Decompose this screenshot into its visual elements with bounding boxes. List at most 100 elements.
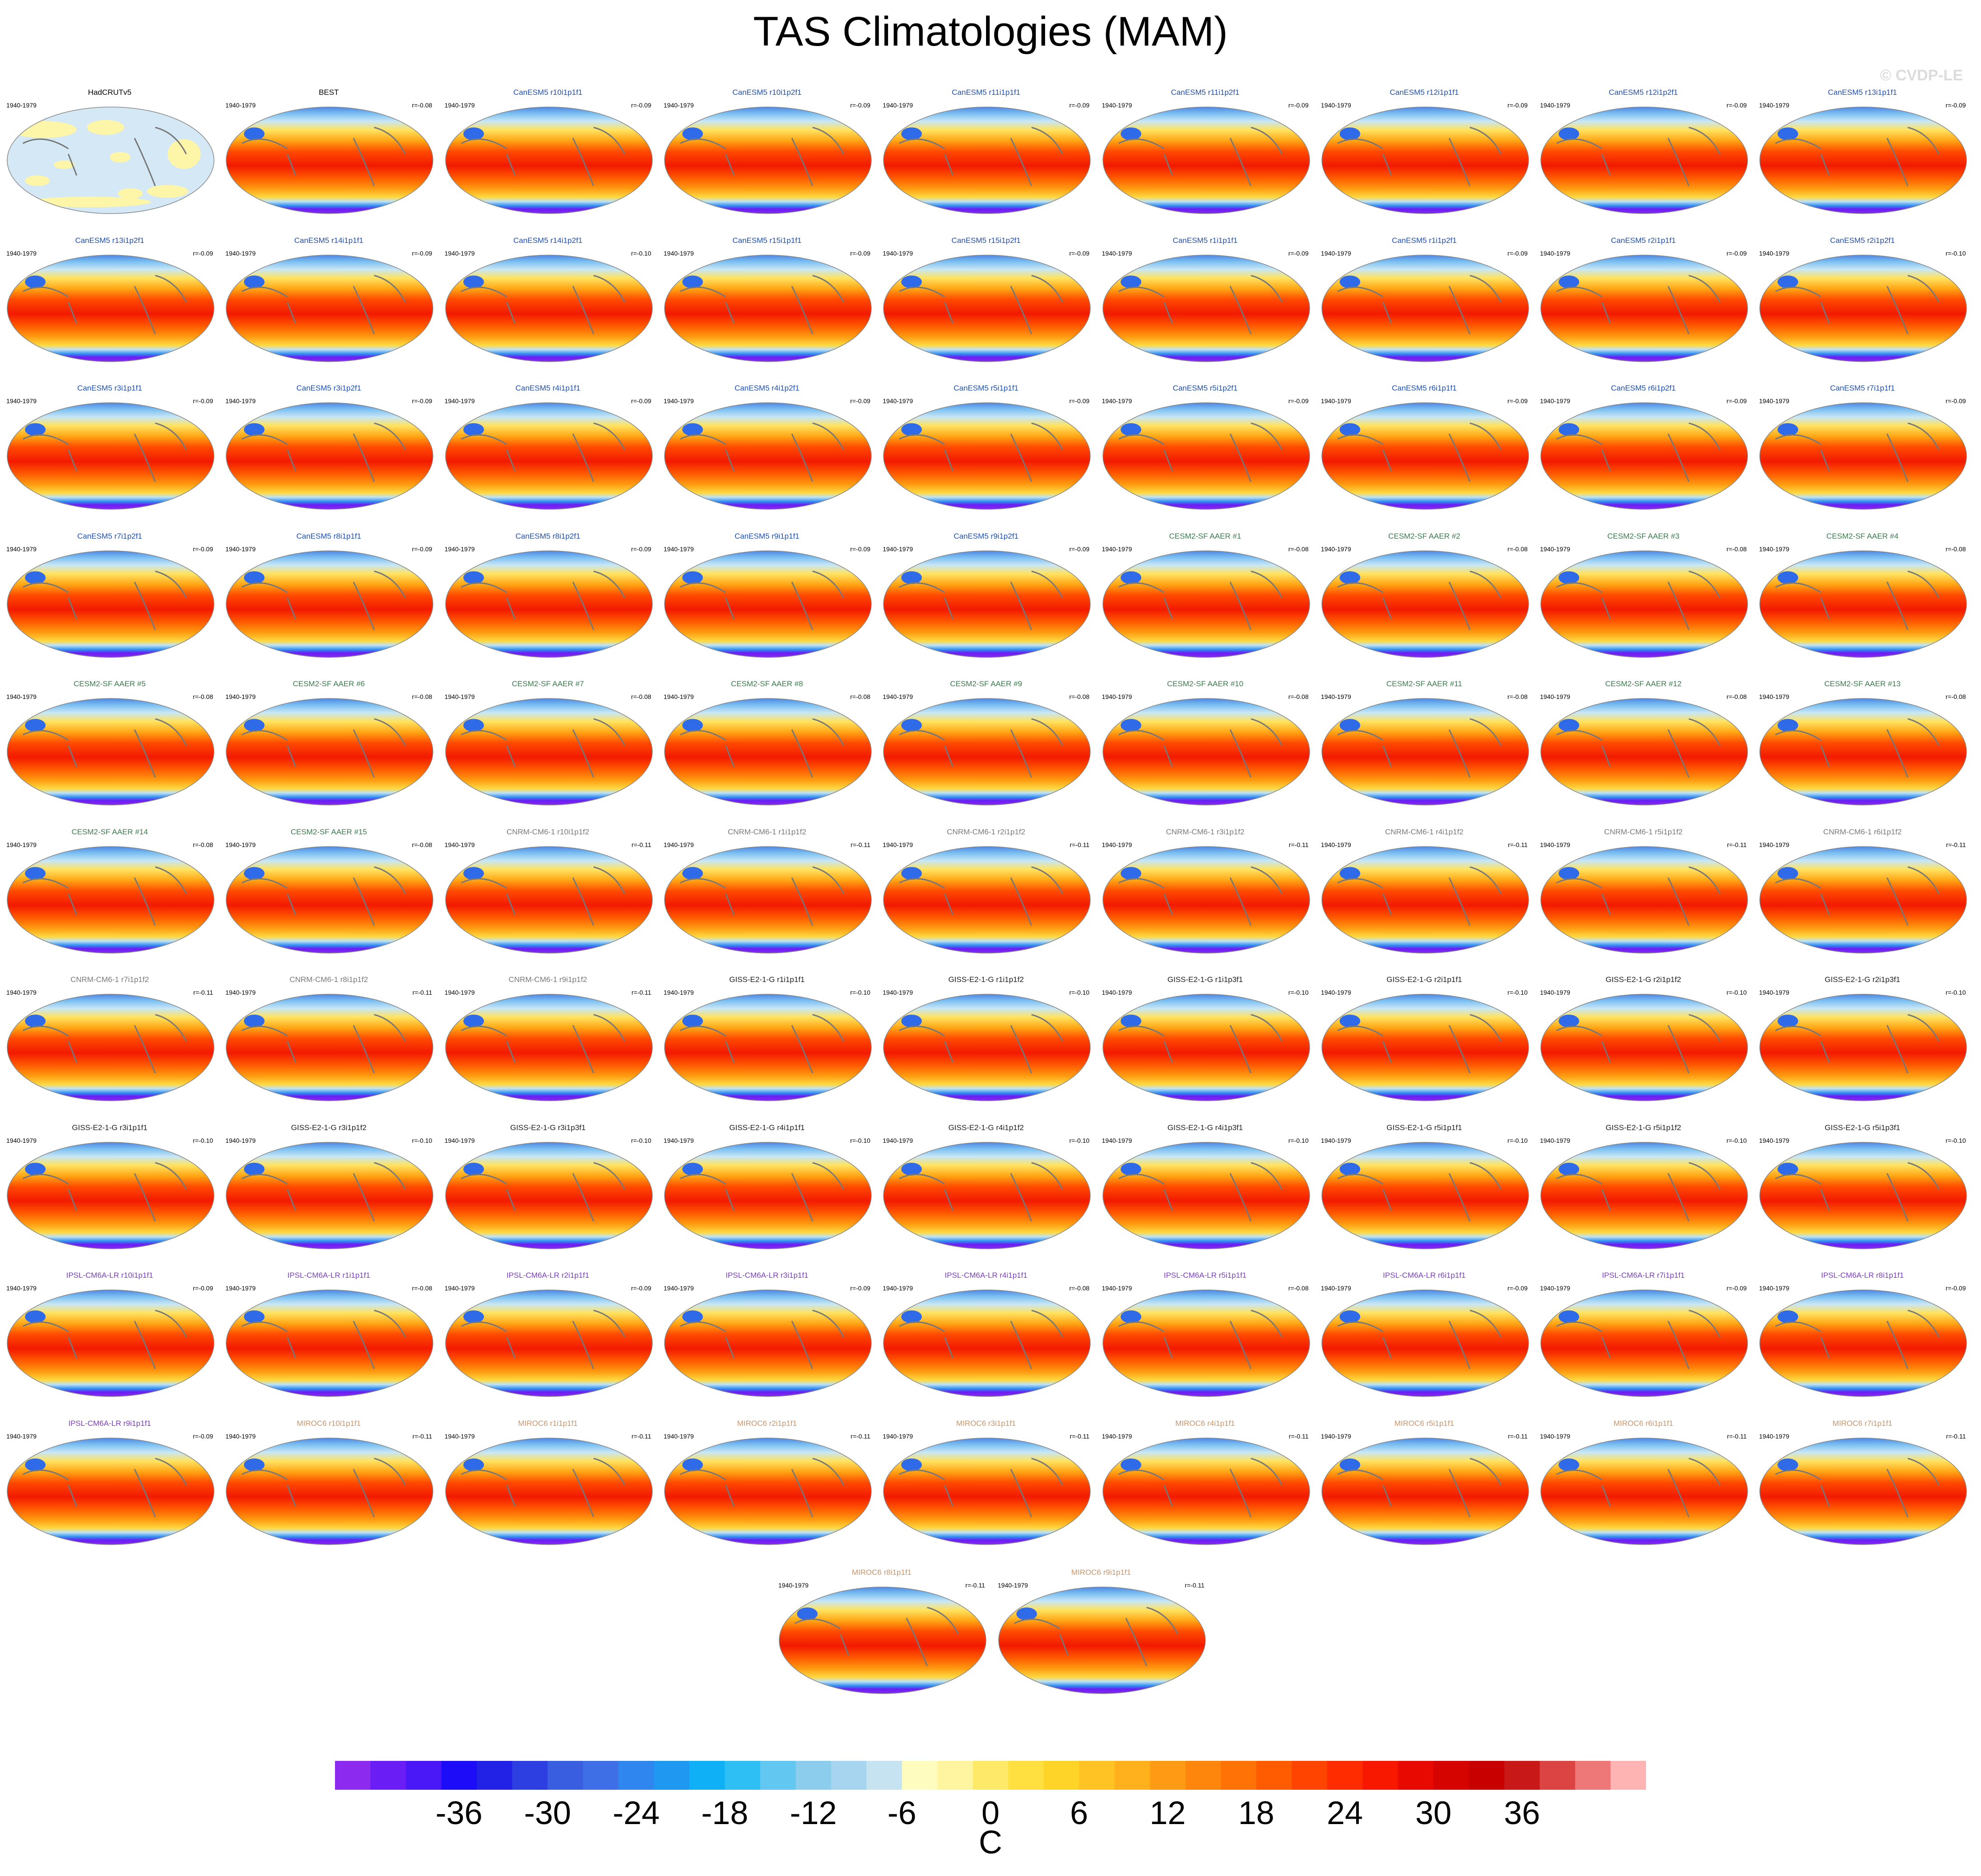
map-panel: GISS-E2-1-G r3i1p3f1 1940-1979 r=-0.10 — [438, 1123, 658, 1259]
colorbar-segment — [1610, 1761, 1646, 1790]
panel-r-value: r=-0.08 — [1726, 545, 1747, 553]
panel-r-value: r=-0.09 — [412, 397, 432, 405]
temperature-map — [1540, 254, 1748, 362]
panel-period: 1940-1979 — [225, 397, 256, 405]
panel-r-value: r=-0.09 — [1945, 102, 1966, 109]
panel-period: 1940-1979 — [444, 545, 475, 553]
panel-period: 1940-1979 — [6, 249, 37, 257]
panel-title: CESM2-SF AAER #12 — [1605, 680, 1682, 688]
temperature-map — [226, 550, 434, 658]
map-panel: CanESM5 r5i1p2f1 1940-1979 r=-0.09 — [1096, 384, 1315, 519]
map-panel: GISS-E2-1-G r3i1p1f2 1940-1979 r=-0.10 — [219, 1123, 438, 1259]
temperature-map — [1759, 550, 1967, 658]
map-panel: GISS-E2-1-G r1i1p1f2 1940-1979 r=-0.10 — [876, 975, 1096, 1111]
map-panel: CESM2-SF AAER #13 1940-1979 r=-0.08 — [1753, 680, 1972, 815]
panel-r-value: r=-0.11 — [1508, 1432, 1528, 1440]
panel-period: 1940-1979 — [225, 249, 256, 257]
panel-r-value: r=-0.11 — [1727, 841, 1747, 848]
temperature-map — [226, 1289, 434, 1397]
panel-title: GISS-E2-1-G r5i1p1f1 — [1386, 1123, 1462, 1132]
panel-title: IPSL-CM6A-LR r3i1p1f1 — [725, 1271, 809, 1280]
map-panel: CNRM-CM6-1 r3i1p1f2 1940-1979 r=-0.11 — [1096, 828, 1315, 963]
panel-title: HadCRUTv5 — [88, 88, 132, 97]
panel-period: 1940-1979 — [1102, 249, 1132, 257]
panel-title: MIROC6 r3i1p1f1 — [956, 1419, 1016, 1428]
panel-period: 1940-1979 — [1102, 1136, 1132, 1144]
panel-title: IPSL-CM6A-LR r7i1p1f1 — [1602, 1271, 1685, 1280]
panel-r-value: r=-0.11 — [1070, 1432, 1090, 1440]
colorbar-units: C — [979, 1825, 1002, 1861]
temperature-map — [1759, 698, 1967, 805]
panel-title: IPSL-CM6A-LR r10i1p1f1 — [66, 1271, 153, 1280]
panel-period: 1940-1979 — [1540, 397, 1571, 405]
temperature-map — [883, 1289, 1091, 1397]
panel-title: CNRM-CM6-1 r9i1p1f2 — [508, 975, 587, 984]
panel-period: 1940-1979 — [883, 249, 913, 257]
map-panel: IPSL-CM6A-LR r10i1p1f1 1940-1979 r=-0.09 — [0, 1271, 219, 1406]
panel-title: CanESM5 r4i1p1f1 — [515, 384, 581, 392]
panel-title: CanESM5 r14i1p2f1 — [513, 236, 583, 245]
temperature-map — [1102, 994, 1310, 1101]
panel-r-value: r=-0.11 — [1946, 1432, 1966, 1440]
map-panel: CESM2-SF AAER #4 1940-1979 r=-0.08 — [1753, 532, 1972, 667]
panel-period: 1940-1979 — [1759, 249, 1790, 257]
temperature-map — [7, 402, 214, 510]
map-panel: CanESM5 r14i1p1f1 1940-1979 r=-0.09 — [219, 236, 438, 372]
panel-title: CanESM5 r9i1p1f1 — [735, 531, 800, 540]
map-panel: CanESM5 r4i1p1f1 1940-1979 r=-0.09 — [438, 384, 658, 519]
temperature-map — [445, 402, 653, 510]
temperature-map — [1102, 254, 1310, 362]
panel-title: CanESM5 r10i1p1f1 — [513, 88, 583, 97]
panel-period: 1940-1979 — [1102, 102, 1132, 109]
panel-r-value: r=-0.11 — [412, 1432, 432, 1440]
panel-period: 1940-1979 — [998, 1582, 1028, 1589]
temperature-map — [7, 1141, 214, 1249]
panel-r-value: r=-0.08 — [1726, 693, 1747, 700]
temperature-map — [1759, 107, 1967, 214]
panel-title: GISS-E2-1-G r3i1p1f1 — [72, 1123, 148, 1132]
map-panel: CESM2-SF AAER #15 1940-1979 r=-0.08 — [219, 828, 438, 963]
panel-r-value: r=-0.08 — [193, 841, 213, 848]
temperature-map — [883, 846, 1091, 954]
panel-period: 1940-1979 — [883, 102, 913, 109]
panel-title: GISS-E2-1-G r4i1p1f2 — [948, 1123, 1024, 1132]
panel-title: CanESM5 r4i1p2f1 — [735, 384, 800, 392]
temperature-map — [1321, 994, 1529, 1101]
map-panel: MIROC6 r3i1p1f1 1940-1979 r=-0.11 — [876, 1419, 1096, 1555]
panel-title: IPSL-CM6A-LR r6i1p1f1 — [1383, 1271, 1466, 1280]
colorbar-segment — [1256, 1761, 1292, 1790]
panel-period: 1940-1979 — [1321, 1432, 1351, 1440]
panel-period: 1940-1979 — [1759, 693, 1790, 700]
colorbar-segment — [583, 1761, 619, 1790]
panel-period: 1940-1979 — [663, 841, 694, 848]
panel-title: IPSL-CM6A-LR r5i1p1f1 — [1163, 1271, 1247, 1280]
temperature-map — [7, 698, 214, 805]
temperature-map — [226, 698, 434, 805]
panel-r-value: r=-0.09 — [1945, 397, 1966, 405]
panel-r-value: r=-0.09 — [850, 102, 870, 109]
temperature-map — [226, 994, 434, 1101]
panel-period: 1940-1979 — [663, 397, 694, 405]
temperature-map — [445, 550, 653, 658]
temperature-map — [883, 402, 1091, 510]
panel-period: 1940-1979 — [883, 1285, 913, 1292]
panel-title: CanESM5 r7i1p1f1 — [1830, 384, 1895, 392]
panel-title: GISS-E2-1-G r4i1p1f1 — [729, 1123, 805, 1132]
temperature-map — [664, 1141, 872, 1249]
panel-period: 1940-1979 — [6, 989, 37, 996]
panel-period: 1940-1979 — [1321, 102, 1351, 109]
panel-period: 1940-1979 — [225, 1432, 256, 1440]
panel-title: CanESM5 r2i1p2f1 — [1830, 236, 1895, 245]
panel-title: CanESM5 r9i1p2f1 — [953, 531, 1018, 540]
panel-period: 1940-1979 — [6, 841, 37, 848]
panel-period: 1940-1979 — [1759, 1432, 1790, 1440]
temperature-map — [1540, 1289, 1748, 1397]
panel-title: CanESM5 r10i1p2f1 — [732, 88, 802, 97]
panel-period: 1940-1979 — [1759, 989, 1790, 996]
temperature-map — [664, 1289, 872, 1397]
temperature-map — [1102, 698, 1310, 805]
panel-title: MIROC6 r6i1p1f1 — [1613, 1419, 1674, 1428]
panel-r-value: r=-0.08 — [1288, 545, 1309, 553]
panel-r-value: r=-0.08 — [412, 1285, 432, 1292]
colorbar-tick-label: -30 — [524, 1795, 571, 1831]
